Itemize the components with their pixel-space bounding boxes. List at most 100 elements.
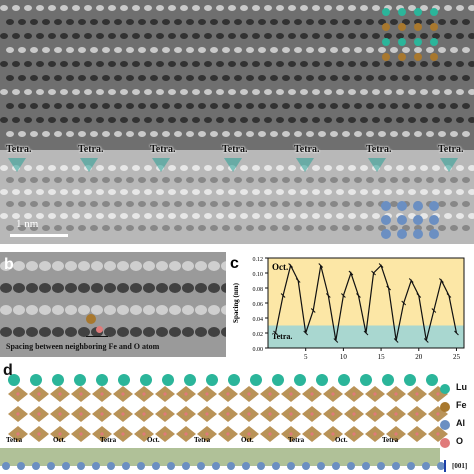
lattice-atom <box>462 47 470 53</box>
lattice-atom <box>432 61 440 67</box>
inset-atom <box>381 215 391 225</box>
lattice-atom <box>198 103 206 109</box>
lattice-atom <box>384 165 392 171</box>
lattice-atom <box>48 5 56 11</box>
data-point <box>393 338 399 343</box>
lattice-atom <box>192 5 200 11</box>
lattice-atom <box>444 61 452 67</box>
lattice-atom <box>198 225 206 231</box>
lattice-atom <box>240 89 248 95</box>
lattice-atom <box>342 103 350 109</box>
inset-atom <box>430 23 438 31</box>
lattice-atom <box>0 117 8 123</box>
lattice-atom <box>66 131 74 137</box>
zoom-atom <box>169 327 181 337</box>
lattice-atom <box>462 103 470 109</box>
lattice-atom <box>300 5 308 11</box>
layer-label: Tetra <box>288 436 305 444</box>
lattice-atom <box>246 131 254 137</box>
al-atom <box>182 462 190 470</box>
lattice-atom <box>42 19 50 25</box>
layer-label: Tetra <box>100 436 117 444</box>
lattice-atom <box>168 61 176 67</box>
lattice-atom <box>438 177 446 183</box>
lattice-atom <box>132 5 140 11</box>
al-atom <box>122 462 130 470</box>
lattice-atom <box>156 61 164 67</box>
lattice-atom <box>18 177 26 183</box>
zoom-atom <box>104 327 116 337</box>
inset-atom <box>413 229 423 239</box>
lattice-atom <box>378 131 386 137</box>
lattice-atom <box>318 103 326 109</box>
lattice-atom <box>216 165 224 171</box>
lattice-atom <box>420 165 428 171</box>
zoom-atom <box>104 283 116 293</box>
lu-atom <box>74 374 86 386</box>
lattice-atom <box>450 103 458 109</box>
lattice-atom <box>108 89 116 95</box>
o-atom <box>268 412 272 416</box>
lattice-atom <box>162 103 170 109</box>
lattice-atom <box>336 213 344 219</box>
lattice-atom <box>102 177 110 183</box>
lattice-atom <box>66 75 74 81</box>
data-point <box>371 270 376 276</box>
lattice-atom <box>276 33 284 39</box>
lattice-atom <box>96 61 104 67</box>
lattice-atom <box>138 225 146 231</box>
lattice-atom <box>72 89 80 95</box>
lattice-atom <box>174 75 182 81</box>
lattice-atom <box>354 131 362 137</box>
tetra-triangle-marker <box>80 158 98 172</box>
lattice-atom <box>12 5 20 11</box>
lattice-atom <box>156 89 164 95</box>
lattice-atom <box>78 225 86 231</box>
lattice-atom <box>456 117 464 123</box>
lattice-atom <box>222 47 230 53</box>
lattice-atom <box>210 75 218 81</box>
lattice-atom <box>462 201 470 207</box>
lattice-atom <box>450 19 458 25</box>
chart-region <box>268 258 464 326</box>
lattice-atom <box>450 201 458 207</box>
lattice-atom <box>348 189 356 195</box>
lattice-atom <box>288 33 296 39</box>
lattice-atom <box>366 47 374 53</box>
lattice-atom <box>0 213 8 219</box>
lattice-atom <box>150 47 158 53</box>
lattice-atom <box>0 165 8 171</box>
lattice-atom <box>42 131 50 137</box>
lattice-atom <box>312 213 320 219</box>
lattice-atom <box>96 165 104 171</box>
lattice-atom <box>186 225 194 231</box>
inset-atom <box>414 23 422 31</box>
chart-region <box>268 325 464 348</box>
o-atom-marker <box>96 326 103 333</box>
lattice-atom <box>468 89 474 95</box>
lattice-atom <box>318 225 326 231</box>
lattice-atom <box>294 103 302 109</box>
inset-atom <box>382 38 390 46</box>
data-point <box>423 338 429 343</box>
lattice-atom <box>72 33 80 39</box>
lattice-atom <box>54 19 62 25</box>
o-atom <box>16 392 20 396</box>
inset-atom <box>397 229 407 239</box>
lattice-atom <box>42 225 50 231</box>
lattice-atom <box>318 19 326 25</box>
lattice-atom <box>198 201 206 207</box>
lattice-atom <box>12 33 20 39</box>
lattice-atom <box>60 33 68 39</box>
lattice-atom <box>150 19 158 25</box>
lu-atom <box>52 374 64 386</box>
lattice-atom <box>126 131 134 137</box>
al-atom <box>227 462 235 470</box>
data-point <box>439 278 444 283</box>
lattice-atom <box>198 47 206 53</box>
zoom-atom <box>91 261 103 271</box>
o-atom <box>121 392 125 396</box>
zoom-atom <box>130 327 142 337</box>
lattice-atom <box>162 47 170 53</box>
inset-atom <box>398 53 406 61</box>
